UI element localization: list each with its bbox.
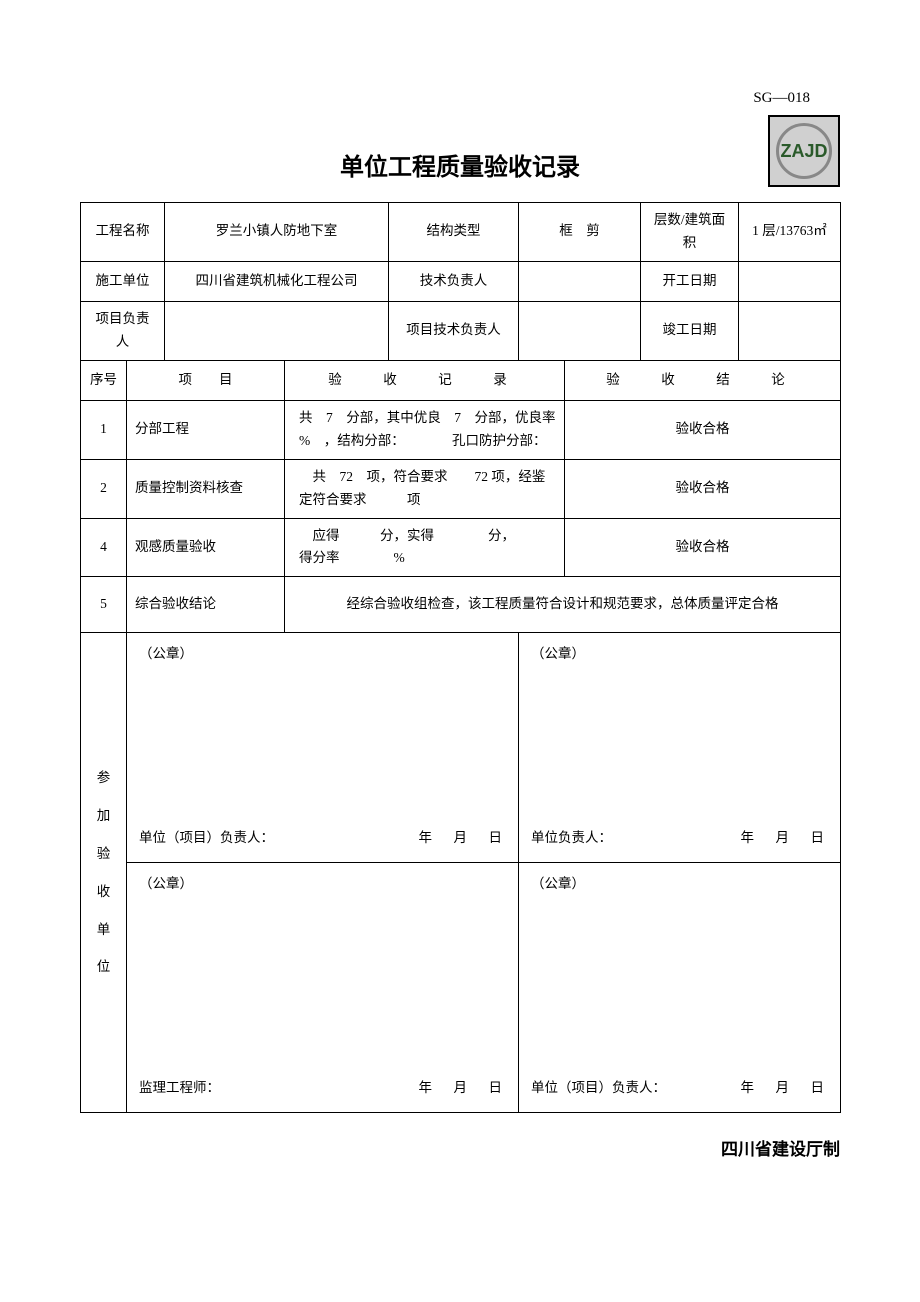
- record-1: 共 7 分部，其中优良 7 分部，优良率 % ，结构分部： 孔口防护分部：: [285, 400, 565, 459]
- label-project-lead: 项目负责人: [81, 301, 165, 360]
- signature-cell-b: （公章） 单位负责人： 年 月 日: [519, 633, 841, 863]
- label-floors-area: 层数/建筑面积: [641, 203, 739, 262]
- table-row: 2 质量控制资料核查 共 72 项，符合要求 72 项，经鉴定符合要求 项 验收…: [81, 459, 841, 518]
- signature-side-label: 参加验收单位: [81, 633, 127, 1113]
- document-code: SG—018: [80, 90, 840, 107]
- seq-1: 1: [81, 400, 127, 459]
- signature-cell-c: （公章） 监理工程师： 年 月 日: [127, 863, 519, 1113]
- signature-cell-d: （公章） 单位（项目）负责人： 年 月 日: [519, 863, 841, 1113]
- table-row: 工程名称 罗兰小镇人防地下室 结构类型 框 剪 层数/建筑面积 1 层/1376…: [81, 203, 841, 262]
- logo: ZAJD: [768, 115, 840, 187]
- date-c: 年 月 日: [419, 1077, 507, 1100]
- item-1: 分部工程: [127, 400, 285, 459]
- signer-a-label: 单位（项目）负责人：: [139, 827, 274, 850]
- item-3: 观感质量验收: [127, 518, 285, 577]
- value-construction-unit: 四川省建筑机械化工程公司: [165, 261, 389, 301]
- seal-label: （公章）: [139, 643, 506, 666]
- record-3: 应得 分，实得 分， 得分率 %: [285, 518, 565, 577]
- table-row: 5 综合验收结论 经综合验收组检查，该工程质量符合设计和规范要求，总体质量评定合…: [81, 577, 841, 633]
- signer-b-label: 单位负责人：: [531, 827, 612, 850]
- label-tech-lead: 技术负责人: [389, 261, 519, 301]
- item-2: 质量控制资料核查: [127, 459, 285, 518]
- record-2: 共 72 项，符合要求 72 项，经鉴定符合要求 项: [285, 459, 565, 518]
- footer-issuer: 四川省建设厅制: [80, 1135, 840, 1160]
- seq-3: 4: [81, 518, 127, 577]
- value-structure-type: 框 剪: [519, 203, 641, 262]
- value-floors-area: 1 层/13763㎡: [739, 203, 841, 262]
- label-start-date: 开工日期: [641, 261, 739, 301]
- seq-4: 5: [81, 577, 127, 633]
- concl-3: 验收合格: [565, 518, 841, 577]
- label-construction-unit: 施工单位: [81, 261, 165, 301]
- logo-text: ZAJD: [780, 141, 827, 162]
- table-row: （公章） 监理工程师： 年 月 日 （公章） 单位（项目）负责人： 年 月 日: [81, 863, 841, 1113]
- col-record: 验 收 记 录: [285, 360, 565, 400]
- label-project-name: 工程名称: [81, 203, 165, 262]
- date-d: 年 月 日: [741, 1077, 829, 1100]
- seal-label: （公章）: [139, 873, 506, 896]
- concl-2: 验收合格: [565, 459, 841, 518]
- value-project-tech-lead: [519, 301, 641, 360]
- acceptance-table: 工程名称 罗兰小镇人防地下室 结构类型 框 剪 层数/建筑面积 1 层/1376…: [80, 202, 841, 1113]
- value-project-lead: [165, 301, 389, 360]
- value-project-name: 罗兰小镇人防地下室: [165, 203, 389, 262]
- table-row: 参加验收单位 （公章） 单位（项目）负责人： 年 月 日 （公章） 单位负责人：…: [81, 633, 841, 863]
- seal-label: （公章）: [531, 873, 828, 896]
- seal-label: （公章）: [531, 643, 828, 666]
- label-project-tech-lead: 项目技术负责人: [389, 301, 519, 360]
- value-tech-lead: [519, 261, 641, 301]
- table-row: 4 观感质量验收 应得 分，实得 分， 得分率 % 验收合格: [81, 518, 841, 577]
- col-item: 项 目: [127, 360, 285, 400]
- seq-2: 2: [81, 459, 127, 518]
- signature-cell-a: （公章） 单位（项目）负责人： 年 月 日: [127, 633, 519, 863]
- label-structure-type: 结构类型: [389, 203, 519, 262]
- item-4: 综合验收结论: [127, 577, 285, 633]
- table-row: 施工单位 四川省建筑机械化工程公司 技术负责人 开工日期: [81, 261, 841, 301]
- date-a: 年 月 日: [419, 827, 507, 850]
- date-b: 年 月 日: [741, 827, 829, 850]
- signer-c-label: 监理工程师：: [139, 1077, 220, 1100]
- table-row: 1 分部工程 共 7 分部，其中优良 7 分部，优良率 % ，结构分部： 孔口防…: [81, 400, 841, 459]
- page-title: 单位工程质量验收记录: [80, 147, 840, 182]
- col-seq: 序号: [81, 360, 127, 400]
- table-row: 序号 项 目 验 收 记 录 验 收 结 论: [81, 360, 841, 400]
- col-conclusion: 验 收 结 论: [565, 360, 841, 400]
- label-complete-date: 竣工日期: [641, 301, 739, 360]
- record-4: 经综合验收组检查，该工程质量符合设计和规范要求，总体质量评定合格: [285, 577, 841, 633]
- signer-d-label: 单位（项目）负责人：: [531, 1077, 666, 1100]
- value-start-date: [739, 261, 841, 301]
- value-complete-date: [739, 301, 841, 360]
- table-row: 项目负责人 项目技术负责人 竣工日期: [81, 301, 841, 360]
